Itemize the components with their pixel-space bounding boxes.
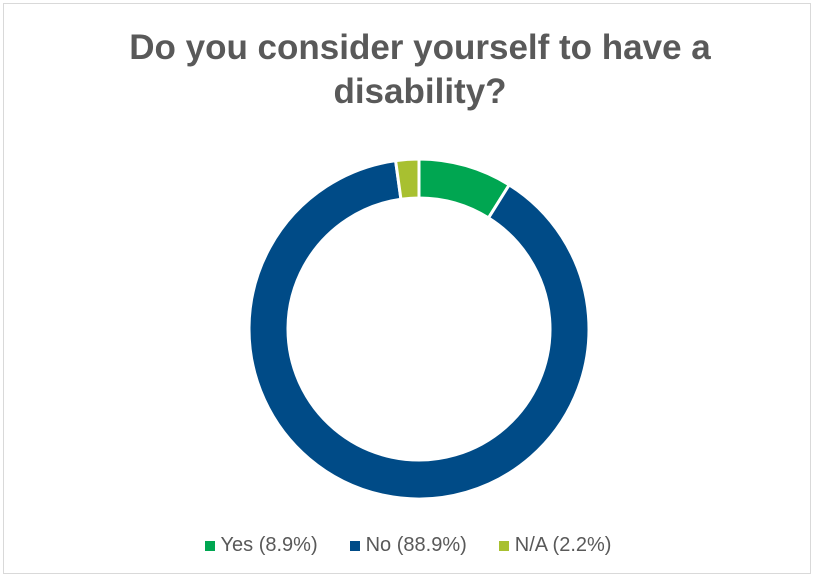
legend: Yes (8.9%) No (88.9%) N/A (2.2%) [4,534,812,557]
legend-label-no: No (88.9%) [365,534,467,556]
legend-entry-no: No (88.9%) [349,534,467,557]
legend-label-na: N/A (2.2%) [514,534,612,556]
legend-swatch-no [349,540,360,551]
donut-slices [247,157,591,501]
chart-title: Do you consider yourself to have a disab… [129,28,711,111]
legend-swatch-yes [204,540,215,551]
legend-label-yes: Yes (8.9%) [220,534,318,556]
legend-entry-na: N/A (2.2%) [498,534,612,557]
donut-slice-no [247,158,591,501]
legend-entry-yes: Yes (8.9%) [204,534,318,557]
legend-swatch-na [498,540,509,551]
chart-frame: Do you consider yourself to have a disab… [3,3,811,574]
donut-chart [247,157,591,501]
donut-slice-na [393,157,421,201]
